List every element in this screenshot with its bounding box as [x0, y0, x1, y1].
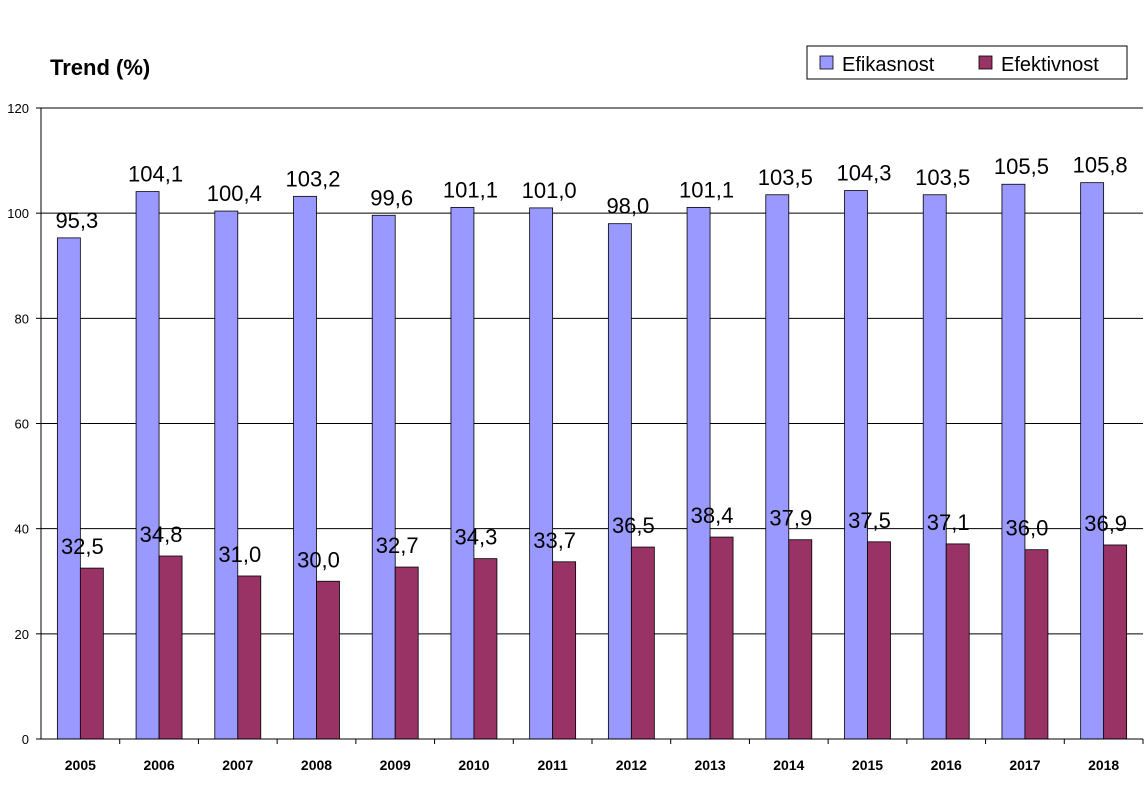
data-label-efektivnost: 37,1: [927, 510, 970, 535]
data-label-efikasnost: 98,0: [606, 194, 649, 219]
x-tick-label: 2013: [694, 757, 725, 773]
legend: Efikasnost Efektivnost: [806, 45, 1128, 80]
x-tick-label: 2006: [143, 757, 174, 773]
bar-efektivnost: [788, 539, 813, 740]
y-tick-label: 80: [15, 311, 29, 326]
legend-label-efektivnost: Efektivnost: [1001, 54, 1099, 76]
bar-efikasnost: [371, 214, 396, 740]
legend-swatch-efektivnost: [978, 55, 993, 70]
data-label-efikasnost: 104,1: [128, 162, 183, 187]
y-tick-label: 60: [15, 417, 29, 432]
data-label-efektivnost: 36,5: [612, 513, 655, 538]
x-tick-label: 2014: [773, 757, 804, 773]
y-tick-label: 120: [7, 101, 29, 116]
data-label-efektivnost: 34,3: [455, 525, 498, 550]
data-label-efikasnost: 101,0: [522, 178, 577, 203]
bar-efikasnost: [922, 194, 947, 740]
bar-efikasnost: [529, 207, 554, 740]
data-label-efikasnost: 95,3: [55, 208, 98, 233]
bar-efektivnost: [552, 561, 577, 740]
bar-efikasnost: [214, 210, 239, 740]
bar-efikasnost: [450, 206, 475, 740]
bar-efektivnost: [237, 575, 262, 740]
data-label-efektivnost: 37,9: [769, 506, 812, 531]
bar-efektivnost: [394, 566, 419, 740]
bar-efektivnost: [158, 555, 183, 740]
data-label-efektivnost: 36,0: [1006, 516, 1049, 541]
y-tick-label: 20: [15, 627, 29, 642]
data-label-efektivnost: 31,0: [218, 542, 261, 567]
bar-efikasnost: [686, 206, 711, 740]
bar-efikasnost: [844, 190, 868, 740]
bar-efektivnost: [867, 541, 891, 740]
bar-efektivnost: [473, 558, 498, 740]
axes: 0 20 40 60 80 100 120 2005 2006 2007 2008 2009 2010 2…: [7, 101, 1144, 773]
data-label-efektivnost: 38,4: [691, 503, 734, 528]
data-label-efektivnost: 32,5: [61, 534, 104, 559]
bar-efektivnost: [1024, 549, 1049, 740]
bar-efikasnost: [56, 237, 81, 740]
x-tick-label: 2016: [931, 757, 962, 773]
data-label-efektivnost: 34,8: [140, 522, 183, 547]
x-tick-label: 2012: [616, 757, 647, 773]
x-tick-label: 2011: [537, 757, 568, 773]
bar-efikasnost: [607, 223, 632, 740]
data-label-efektivnost: 33,7: [533, 528, 576, 553]
bar-efektivnost: [630, 546, 655, 740]
data-label-efikasnost: 105,5: [994, 154, 1049, 179]
y-tick-label: 0: [22, 732, 29, 747]
x-tick-label: 2009: [380, 757, 411, 773]
data-label-efikasnost: 101,1: [443, 177, 498, 202]
x-tick-label: 2017: [1009, 757, 1040, 773]
bar-efikasnost: [1001, 183, 1026, 740]
chart-title: Trend (%): [50, 55, 150, 80]
y-tick-label: 40: [15, 522, 29, 537]
data-label-efikasnost: 101,1: [679, 177, 734, 202]
data-label-efikasnost: 104,3: [836, 161, 891, 186]
x-tick-label: 2015: [852, 757, 883, 773]
data-labels: 95,3 32,5 104,1 34,8 100,4 31,0 103,2 30,0 99,6 3…: [55, 153, 1127, 573]
bar-efikasnost: [765, 194, 790, 740]
bar-efektivnost: [709, 536, 734, 740]
x-tick-label: 2005: [65, 757, 96, 773]
data-label-efikasnost: 103,5: [915, 165, 970, 190]
legend-label-efikasnost: Efikasnost: [842, 54, 935, 76]
y-tick-label: 100: [7, 206, 29, 221]
data-label-efikasnost: 105,8: [1073, 153, 1128, 178]
bars: [56, 182, 1128, 740]
data-label-efikasnost: 100,4: [207, 181, 262, 206]
bar-efektivnost: [945, 543, 970, 740]
x-tick-label: 2018: [1088, 757, 1119, 773]
x-tick-label: 2008: [301, 757, 332, 773]
data-label-efektivnost: 32,7: [376, 533, 419, 558]
data-label-efikasnost: 103,5: [758, 165, 813, 190]
data-label-efektivnost: 30,0: [297, 547, 340, 572]
bar-efikasnost: [135, 191, 160, 740]
data-label-efektivnost: 37,5: [848, 508, 891, 533]
bar-efektivnost: [1103, 544, 1128, 740]
data-label-efikasnost: 103,2: [285, 166, 340, 191]
x-tick-label: 2010: [458, 757, 489, 773]
bar-efikasnost: [293, 195, 317, 740]
data-label-efikasnost: 99,6: [370, 185, 413, 210]
legend-swatch-efikasnost: [819, 55, 834, 70]
bar-efektivnost: [316, 580, 340, 740]
bar-efikasnost: [1080, 182, 1105, 740]
legend-box: [806, 45, 1128, 80]
x-tick-label: 2007: [222, 757, 253, 773]
bar-efektivnost: [79, 567, 104, 740]
data-label-efektivnost: 36,9: [1084, 511, 1127, 536]
